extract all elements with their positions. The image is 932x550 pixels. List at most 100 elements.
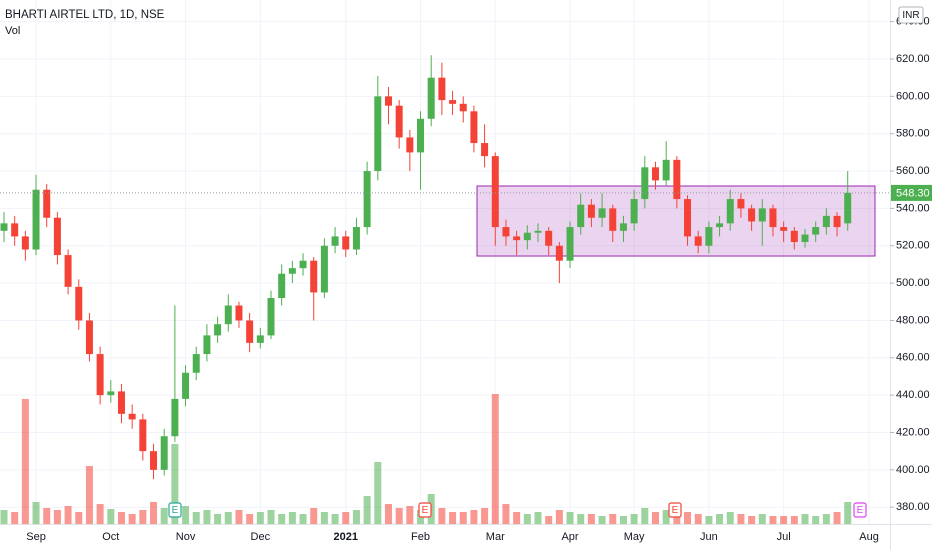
candle-body — [150, 451, 158, 470]
candle-body — [716, 223, 724, 228]
volume-bar — [812, 516, 820, 524]
y-tick-label: 460.00 — [896, 352, 930, 364]
candle-body — [577, 204, 585, 228]
candle-body — [128, 413, 136, 420]
candle-body — [53, 217, 61, 256]
volume-bar — [53, 510, 61, 524]
volume-bar — [246, 514, 254, 524]
volume-bar — [438, 508, 446, 524]
volume-bar — [43, 508, 51, 524]
x-tick-label: Feb — [411, 531, 430, 543]
currency-box[interactable] — [898, 6, 924, 24]
candle-body — [406, 137, 414, 153]
x-tick-label: Aug — [859, 531, 879, 543]
volume-bar — [21, 399, 29, 524]
candle-body — [737, 199, 745, 209]
volume-bar — [673, 514, 681, 524]
volume-bar — [96, 504, 104, 524]
y-tick-label: 520.00 — [896, 240, 930, 252]
earnings-label: E — [172, 505, 179, 516]
candle-body — [374, 96, 382, 172]
y-tick-label: 600.00 — [896, 90, 930, 102]
candle-body — [182, 372, 190, 399]
volume-bar — [470, 510, 478, 524]
volume-bar — [651, 512, 659, 524]
volume-bar — [577, 514, 585, 524]
volume-bar — [224, 512, 232, 524]
volume-bar — [85, 466, 93, 524]
x-tick-label: Jul — [777, 531, 791, 543]
candle-body — [684, 199, 692, 237]
volume-bar — [769, 516, 777, 524]
volume-bar — [459, 512, 467, 524]
candle-body — [587, 204, 595, 218]
volume-bar — [737, 514, 745, 524]
candle-body — [32, 189, 40, 250]
earnings-label: E — [422, 505, 429, 516]
candle-body — [651, 167, 659, 181]
earnings-label: E — [857, 505, 864, 516]
candle-body — [160, 436, 168, 470]
volume-bar — [320, 512, 328, 524]
x-tick-label: Apr — [561, 531, 578, 543]
candle-body — [822, 215, 830, 228]
candle-body — [523, 232, 531, 241]
candle-body — [694, 236, 702, 246]
volume-bar — [11, 512, 19, 524]
candle-body — [235, 305, 243, 321]
y-tick-label: 380.00 — [896, 501, 930, 513]
y-tick-label: 420.00 — [896, 426, 930, 438]
volume-bar — [513, 512, 521, 524]
volume-bar — [705, 516, 713, 524]
candle-body — [288, 268, 296, 274]
y-tick-label: 580.00 — [896, 128, 930, 140]
volume-bar — [609, 514, 617, 524]
volume-bar — [75, 512, 83, 524]
volume-bar — [203, 510, 211, 524]
candle-body — [555, 245, 563, 261]
volume-bar — [684, 512, 692, 524]
volume-bar — [662, 510, 670, 524]
candle-body — [598, 208, 606, 218]
volume-bar — [790, 516, 798, 524]
candle-body — [107, 391, 115, 396]
candle-body — [11, 223, 19, 237]
candle-body — [384, 96, 392, 106]
candle-body — [780, 227, 788, 231]
volume-bar — [748, 516, 756, 524]
volume-bar — [310, 508, 318, 524]
volume-bar — [171, 444, 179, 524]
candle-body — [43, 189, 51, 218]
candle-body — [363, 171, 371, 228]
volume-bar — [726, 512, 734, 524]
y-tick-label: 540.00 — [896, 202, 930, 214]
volume-bar — [598, 516, 606, 524]
candle-body — [641, 167, 649, 200]
candle-body — [224, 305, 232, 325]
candle-body — [812, 227, 820, 235]
volume-bar — [406, 506, 414, 524]
plot — [0, 55, 890, 524]
candle-body — [139, 419, 147, 452]
candle-body — [192, 354, 200, 373]
volume-bar — [491, 394, 499, 524]
currency[interactable]: INR — [902, 10, 919, 21]
volume-bar — [566, 512, 574, 524]
candle-body — [256, 335, 264, 343]
candle-body — [203, 335, 211, 355]
chart-title: BHARTI AIRTEL LTD, 1D, NSE — [5, 9, 165, 21]
candle-body — [844, 192, 852, 224]
volume-bar — [619, 516, 627, 524]
candle-body — [449, 100, 457, 104]
earnings-marker — [418, 502, 432, 518]
candle-body — [21, 236, 29, 250]
volume-bar — [214, 514, 222, 524]
volume-bar — [160, 508, 168, 524]
volume-bar — [139, 510, 147, 524]
candle-body — [769, 208, 777, 228]
candle-body — [214, 324, 222, 336]
x-tick-label: Mar — [486, 531, 505, 543]
candle-body — [0, 223, 8, 231]
x-tick-label: Sep — [26, 531, 46, 543]
